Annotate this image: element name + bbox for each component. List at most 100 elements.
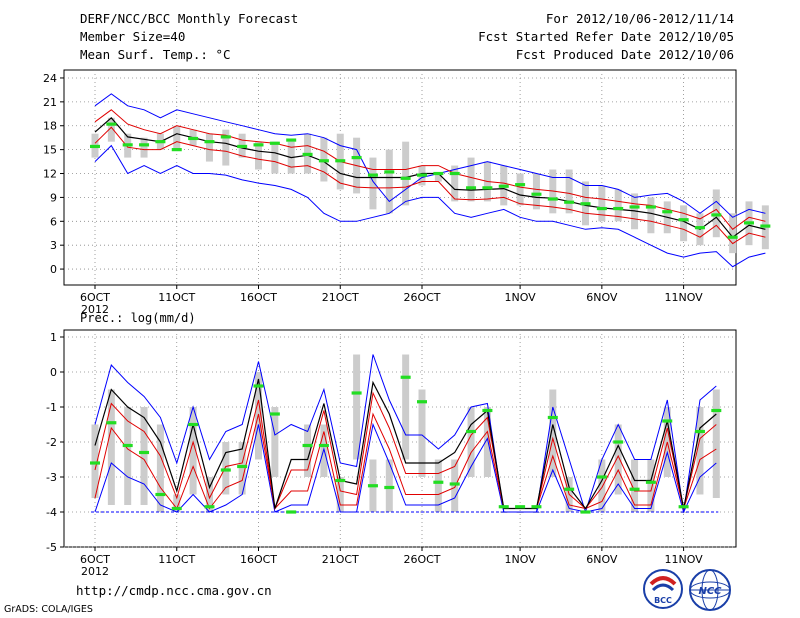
observed-marker <box>531 192 542 196</box>
observed-marker <box>580 202 591 206</box>
ensemble-box <box>451 165 459 202</box>
ensemble-mean-line <box>94 378 717 510</box>
ensemble-min-line <box>94 422 717 514</box>
y-tick-label: 18 <box>43 120 57 133</box>
x-tick-label: 16OCT <box>240 291 277 304</box>
observed-marker <box>188 422 199 427</box>
observed-marker <box>400 375 411 379</box>
ensemble-p10-line <box>94 412 717 511</box>
ensemble-box <box>647 197 655 234</box>
observed-marker <box>580 510 591 514</box>
ensemble-box <box>173 494 181 512</box>
x-tick-label: 6NOV <box>586 553 618 566</box>
observed-marker <box>613 206 624 211</box>
x-year-label: 2012 <box>81 303 109 316</box>
observed-marker <box>744 221 754 225</box>
observed-marker <box>335 478 346 483</box>
observed-marker <box>760 224 771 228</box>
ensemble-box <box>353 354 361 460</box>
ensemble-box <box>696 407 704 495</box>
ensemble-box <box>598 185 606 222</box>
x-tick-label: 21OCT <box>322 291 359 304</box>
ensemble-box <box>467 157 475 202</box>
y-tick-label: 0 <box>50 366 57 379</box>
observed-marker <box>286 138 297 142</box>
observed-marker <box>171 148 182 152</box>
ensemble-box <box>614 424 622 495</box>
observed-marker <box>466 186 477 190</box>
observed-marker <box>678 505 689 509</box>
x-tick-label: 26OCT <box>403 291 440 304</box>
temperature-panel: 0 3 6 9 12 15 18 21 24 6OCT 11OCT 16OCT 21OCT 26OCT 1N… <box>43 69 771 316</box>
observed-marker <box>449 171 460 176</box>
ensemble-box <box>173 125 181 150</box>
y-tick-label: -1 <box>46 401 57 414</box>
observed-marker <box>220 135 231 139</box>
observed-marker <box>662 210 673 214</box>
y-tick-label: 9 <box>50 191 57 204</box>
ensemble-box <box>680 205 688 242</box>
observed-marker <box>727 235 738 239</box>
y-tick-label: 0 <box>50 263 57 276</box>
ensemble-box <box>418 389 426 477</box>
ensemble-box <box>369 157 377 210</box>
observed-marker <box>335 159 346 163</box>
observed-marker <box>645 480 656 484</box>
observed-marker <box>694 429 705 434</box>
observed-marker <box>351 155 362 160</box>
ensemble-box <box>631 459 639 512</box>
observed-marker <box>449 482 460 486</box>
observed-marker <box>400 176 411 180</box>
ensemble-box <box>304 424 312 477</box>
observed-marker <box>466 429 477 434</box>
observed-marker <box>302 443 313 448</box>
ensemble-box <box>532 173 540 210</box>
ensemble-box <box>385 459 393 512</box>
ensemble-max-line <box>94 93 766 218</box>
ensemble-max-line <box>94 354 717 514</box>
y-tick-label: 12 <box>43 168 57 181</box>
ensemble-box <box>434 459 442 512</box>
ensemble-box <box>467 407 475 477</box>
ensemble-box <box>91 424 99 498</box>
observed-marker <box>286 510 297 514</box>
x-tick-label: 11OCT <box>158 553 195 566</box>
ensemble-p10-line <box>94 126 766 245</box>
observed-marker <box>204 140 215 144</box>
ensemble-box <box>565 169 573 214</box>
y-tick-label: 21 <box>43 96 57 109</box>
observed-marker <box>269 141 280 145</box>
ensemble-box <box>140 137 148 158</box>
ensemble-box <box>222 442 230 495</box>
ensemble-box <box>729 213 737 254</box>
ensemble-box <box>712 389 720 498</box>
grads-credit: GrADS: COLA/IGES <box>4 604 93 615</box>
ensemble-box <box>156 424 164 512</box>
observed-marker <box>269 412 280 416</box>
observed-marker <box>155 492 166 497</box>
ensemble-box <box>124 407 132 505</box>
ncc-logo-text: NCC <box>698 586 722 597</box>
observed-marker <box>302 152 313 157</box>
observed-marker <box>171 506 182 511</box>
observed-marker <box>106 122 117 126</box>
observed-marker <box>711 408 722 413</box>
observed-marker <box>155 140 166 144</box>
x-tick-label: 21OCT <box>322 553 359 566</box>
observed-marker <box>711 213 722 217</box>
observed-marker <box>384 485 395 490</box>
y-tick-label: 15 <box>43 144 57 157</box>
source-url[interactable]: http://cmdp.ncc.cma.gov.cn <box>76 583 272 598</box>
ensemble-box <box>402 141 410 206</box>
observed-marker <box>662 419 673 423</box>
y-tick-label: 3 <box>50 239 57 252</box>
precip-panel-title: Prec.: log(mm/d) <box>80 311 196 325</box>
observed-marker <box>596 475 607 479</box>
chart-title: DERF/NCC/BCC Monthly Forecast <box>80 11 299 26</box>
x-tick-label: 11NOV <box>664 553 703 566</box>
observed-marker <box>482 186 493 190</box>
ensemble-box <box>107 389 115 505</box>
observed-marker <box>629 487 640 491</box>
observed-marker <box>596 206 607 211</box>
observed-marker <box>384 170 395 174</box>
